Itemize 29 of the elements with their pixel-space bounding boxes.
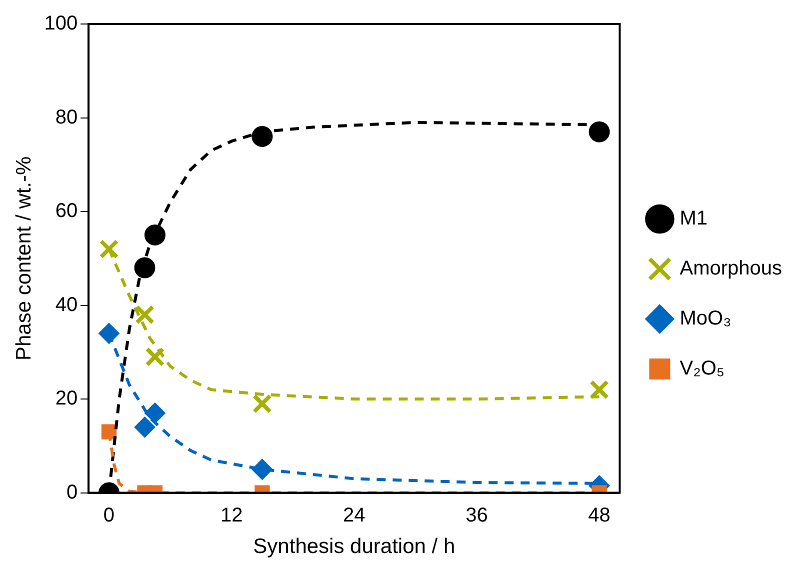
- legend-label: M1: [680, 208, 708, 230]
- y-tick-label: 0: [66, 481, 78, 504]
- point: [145, 347, 165, 367]
- point: [588, 121, 610, 142]
- y-tick-label: 40: [55, 294, 78, 316]
- legend-label: MoO₃: [680, 308, 732, 330]
- legend-label: Amorphous: [680, 258, 782, 280]
- point: [144, 402, 166, 424]
- y-tick-label: 80: [55, 106, 78, 128]
- x-tick-label: 0: [103, 504, 115, 526]
- y-tick-label: 100: [44, 12, 78, 35]
- x-tick-label: 36: [466, 504, 488, 526]
- point: [134, 257, 156, 278]
- x-tick-label: 24: [343, 504, 366, 526]
- point: [99, 239, 119, 259]
- point: [134, 304, 155, 324]
- x-tick-label: 48: [588, 504, 610, 526]
- point: [144, 224, 166, 246]
- point: [252, 394, 272, 414]
- y-axis-title: Phase content / wt.-%: [12, 156, 36, 361]
- point: [98, 322, 120, 344]
- point: [590, 380, 610, 400]
- x-tick-label: 12: [220, 504, 243, 526]
- legend-label: V₂O₅: [680, 358, 724, 380]
- y-tick-label: 20: [55, 388, 78, 410]
- y-tick-label: 60: [55, 200, 78, 222]
- x-axis-title: Synthesis duration / h: [253, 535, 456, 558]
- point: [252, 126, 273, 148]
- point: [134, 416, 156, 438]
